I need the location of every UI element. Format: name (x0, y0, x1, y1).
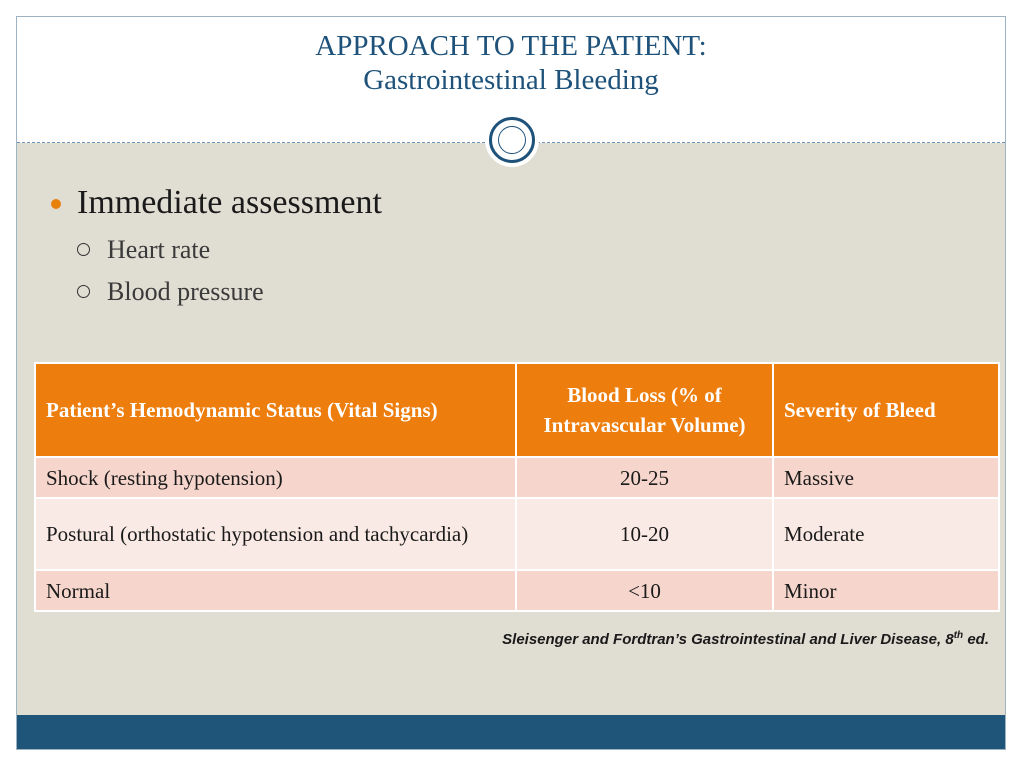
sub-bullet-text: Heart rate (107, 235, 211, 264)
column-header-severity: Severity of Bleed (772, 362, 1000, 458)
table-row: Postural (orthostatic hypotension and ta… (34, 497, 1000, 571)
hemodynamic-table: Patient’s Hemodynamic Status (Vital Sign… (34, 362, 1000, 612)
cell-blood-loss: 10-20 (515, 497, 774, 571)
hollow-circle-bullet-icon (77, 243, 90, 256)
sub-bullet-text: Blood pressure (107, 277, 264, 306)
citation: Sleisenger and Fordtran’s Gastrointestin… (502, 630, 989, 648)
title-line-1: APPROACH TO THE PATIENT: (315, 30, 707, 62)
sub-bullet-item: Blood pressure (49, 277, 382, 307)
title-line-2: Gastrointestinal Bleeding (363, 64, 659, 96)
cell-severity: Minor (772, 569, 1000, 612)
column-header-blood-loss: Blood Loss (% of Intravascular Volume) (515, 362, 774, 458)
bullet-list: Immediate assessment Heart rate Blood pr… (49, 183, 382, 307)
table-header: Patient’s Hemodynamic Status (Vital Sign… (34, 362, 1000, 458)
cell-status: Postural (orthostatic hypotension and ta… (34, 497, 517, 571)
cell-status: Normal (34, 569, 517, 612)
citation-suffix: ed. (963, 631, 989, 648)
emblem-inner-ring (498, 126, 526, 154)
cell-blood-loss: 20-25 (515, 456, 774, 499)
hollow-circle-bullet-icon (77, 285, 90, 298)
table-body: Shock (resting hypotension) 20-25 Massiv… (34, 456, 1000, 612)
slide-title: APPROACH TO THE PATIENT: Gastrointestina… (17, 29, 1005, 97)
column-header-status: Patient’s Hemodynamic Status (Vital Sign… (34, 362, 517, 458)
emblem-outer-ring (489, 117, 535, 163)
citation-text: Sleisenger and Fordtran’s Gastrointestin… (502, 631, 954, 648)
cell-blood-loss: <10 (515, 569, 774, 612)
slide: APPROACH TO THE PATIENT: Gastrointestina… (16, 16, 1006, 750)
cell-status: Shock (resting hypotension) (34, 456, 517, 499)
bullet-main-text: Immediate assessment (77, 184, 382, 221)
filled-circle-bullet-icon (51, 199, 61, 209)
cell-severity: Massive (772, 456, 1000, 499)
table-row: Shock (resting hypotension) 20-25 Massiv… (34, 456, 1000, 499)
sub-bullet-item: Heart rate (49, 235, 382, 265)
double-circle-icon (485, 113, 539, 167)
table-header-row: Patient’s Hemodynamic Status (Vital Sign… (34, 362, 1000, 458)
cell-severity: Moderate (772, 497, 1000, 571)
citation-superscript: th (953, 630, 964, 641)
bullet-item-main: Immediate assessment (49, 183, 382, 223)
footer-bar (17, 715, 1005, 749)
table-row: Normal <10 Minor (34, 569, 1000, 612)
